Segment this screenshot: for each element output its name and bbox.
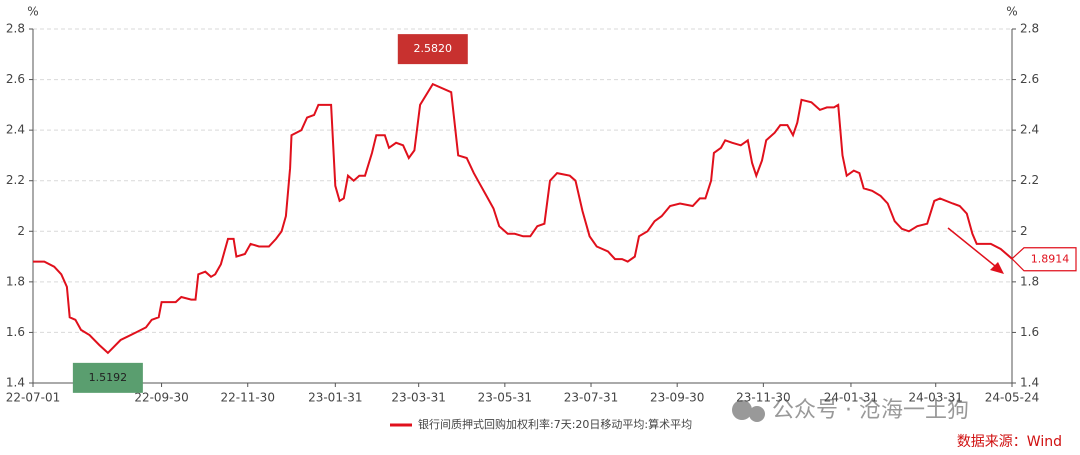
y2-tick-label: 2.2 xyxy=(1020,173,1039,187)
annotation-arrowhead xyxy=(990,262,1004,274)
x-tick-label: 23-11-30 xyxy=(736,391,790,405)
x-tick-label: 23-09-30 xyxy=(650,391,704,405)
y-tick-label: 1.8 xyxy=(6,274,25,288)
annotation-box xyxy=(1011,247,1077,272)
y-tick-label: 2.6 xyxy=(6,72,25,86)
x-tick-label: 23-03-31 xyxy=(391,391,445,405)
y2-unit: % xyxy=(1006,5,1017,19)
x-tick-label: 24-03-31 xyxy=(908,391,962,405)
annotation-label: 2.5820 xyxy=(414,42,453,55)
watermark-logo xyxy=(732,400,765,422)
y2-tick-label: 1.6 xyxy=(1020,325,1039,339)
y-tick-label: 2.8 xyxy=(6,22,25,36)
x-tick-label: 24-01-31 xyxy=(824,391,878,405)
y-tick-label: 1.6 xyxy=(6,325,25,339)
annotation-box xyxy=(397,34,468,65)
series-line xyxy=(33,82,1013,355)
annotation-label: 1.8914 xyxy=(1031,253,1070,266)
y-tick-label: 1.4 xyxy=(6,376,25,390)
x-tick-label: 24-05-24 xyxy=(985,391,1039,405)
y2-tick-label: 2.8 xyxy=(1020,22,1039,36)
y2-tick-label: 2 xyxy=(1020,224,1028,238)
annotation-box xyxy=(72,362,143,393)
y2-tick-label: 2.4 xyxy=(1020,123,1039,137)
x-tick-label: 22-07-01 xyxy=(6,391,60,405)
x-tick-label: 23-05-31 xyxy=(478,391,532,405)
y-tick-label: 2.2 xyxy=(6,173,25,187)
y-unit: % xyxy=(27,5,38,19)
x-tick-label: 22-11-30 xyxy=(220,391,274,405)
annotation-arrow xyxy=(947,227,1001,271)
watermark: 公众号 · 沧海一土狗 xyxy=(772,398,969,423)
source: 数据来源：Wind xyxy=(957,434,1062,450)
x-tick-label: 22-09-30 xyxy=(134,391,188,405)
annotation-label: 1.5192 xyxy=(89,371,128,384)
x-tick-label: 23-07-31 xyxy=(564,391,618,405)
y-tick-label: 2.4 xyxy=(6,123,25,137)
y2-tick-label: 1.4 xyxy=(1020,376,1039,390)
y-tick-label: 2 xyxy=(17,224,25,238)
x-tick-label: 23-01-31 xyxy=(308,391,362,405)
y2-tick-label: 1.8 xyxy=(1020,274,1039,288)
y2-tick-label: 2.6 xyxy=(1020,72,1039,86)
legend-label: 银行间质押式回购加权利率:7天:20日移动平均:算术平均 xyxy=(418,417,692,431)
